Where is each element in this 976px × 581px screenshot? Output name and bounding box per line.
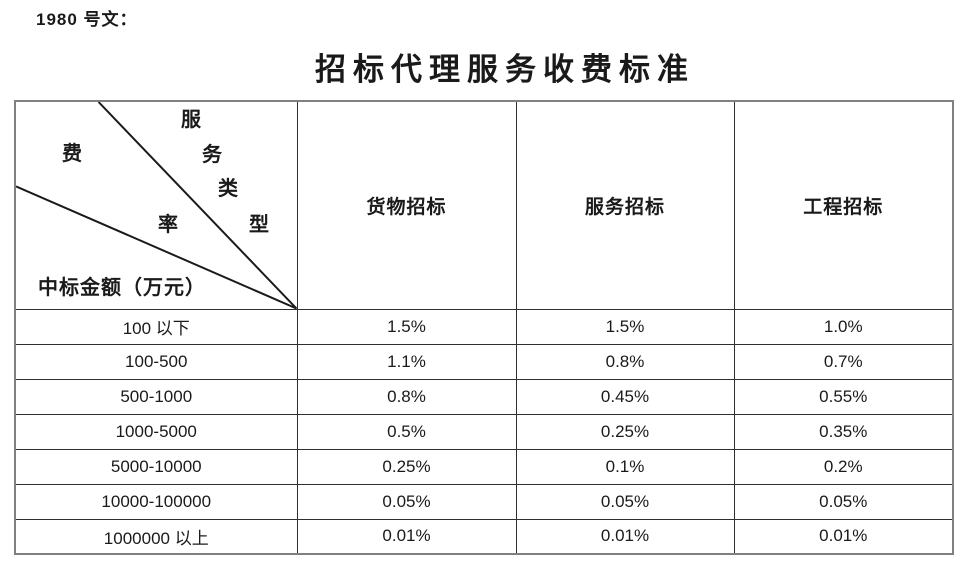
page-title: 招标代理服务收费标准 [315, 52, 695, 87]
amount-range-cell: 1000000 以上 [14, 518, 298, 555]
table-row: 1000-5000 0.5% 0.25% 0.35% [14, 413, 954, 450]
corner-service-type-char: 型 [249, 214, 269, 236]
rate-cell: 0.2% [733, 448, 954, 485]
fee-standard-table: 服 务 类 型 费 率 中标金额（万元） 货物招标 服务招标 工程招标 100 … [14, 100, 954, 555]
amount-range-cell: 500-1000 [14, 378, 298, 415]
rate-cell: 1.5% [515, 308, 735, 345]
table-row: 5000-10000 0.25% 0.1% 0.2% [14, 448, 954, 485]
rate-cell: 0.01% [515, 518, 735, 555]
corner-service-type-char: 类 [218, 178, 238, 200]
amount-range-cell: 100 以下 [14, 308, 298, 345]
table-row: 10000-100000 0.05% 0.05% 0.05% [14, 483, 954, 520]
rate-cell: 0.1% [515, 448, 735, 485]
corner-service-type-char: 服 [181, 109, 201, 131]
corner-fee-rate-char: 费 [62, 143, 82, 165]
rate-cell: 1.1% [296, 343, 517, 380]
rate-cell: 0.05% [515, 483, 735, 520]
amount-range-cell: 5000-10000 [14, 448, 298, 485]
corner-amount-axis-label: 中标金额（万元） [38, 276, 206, 299]
table-row: 500-1000 0.8% 0.45% 0.55% [14, 378, 954, 415]
amount-range-cell: 1000-5000 [14, 413, 298, 450]
rate-cell: 0.01% [296, 518, 517, 555]
column-header-goods-bidding: 货物招标 [296, 100, 517, 310]
rate-cell: 0.8% [296, 378, 517, 415]
doc-ref-label: 1980 号文： [36, 10, 138, 29]
rate-cell: 0.7% [733, 343, 954, 380]
rate-cell: 0.8% [515, 343, 735, 380]
column-header-service-bidding: 服务招标 [515, 100, 735, 310]
rate-cell: 1.0% [733, 308, 954, 345]
rate-cell: 0.05% [733, 483, 954, 520]
rate-cell: 0.55% [733, 378, 954, 415]
table-header-row: 服 务 类 型 费 率 中标金额（万元） 货物招标 服务招标 工程招标 [14, 100, 954, 310]
table-row: 100 以下 1.5% 1.5% 1.0% [14, 308, 954, 345]
column-header-works-bidding: 工程招标 [733, 100, 954, 310]
table-row: 1000000 以上 0.01% 0.01% 0.01% [14, 518, 954, 555]
rate-cell: 0.5% [296, 413, 517, 450]
diagonal-split-lines [16, 102, 296, 308]
rate-cell: 0.01% [733, 518, 954, 555]
rate-cell: 0.05% [296, 483, 517, 520]
diagonal-header-cell: 服 务 类 型 费 率 中标金额（万元） [14, 100, 298, 310]
amount-range-cell: 100-500 [14, 343, 298, 380]
rate-cell: 1.5% [296, 308, 517, 345]
amount-range-cell: 10000-100000 [14, 483, 298, 520]
rate-cell: 0.25% [296, 448, 517, 485]
rate-cell: 0.35% [733, 413, 954, 450]
rate-cell: 0.25% [515, 413, 735, 450]
corner-service-type-char: 务 [202, 144, 222, 166]
corner-fee-rate-char: 率 [158, 214, 178, 236]
rate-cell: 0.45% [515, 378, 735, 415]
table-row: 100-500 1.1% 0.8% 0.7% [14, 343, 954, 380]
